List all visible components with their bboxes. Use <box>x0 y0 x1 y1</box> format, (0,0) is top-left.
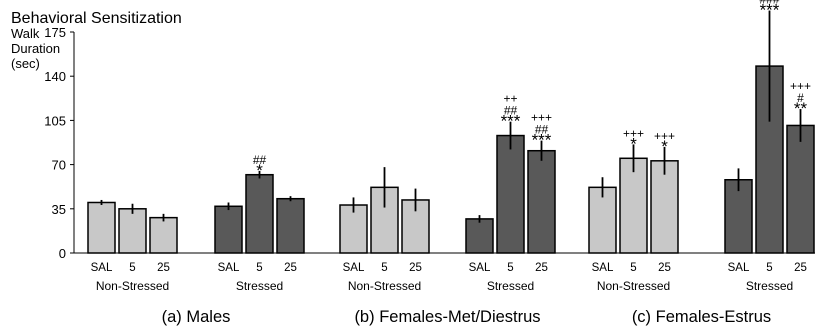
panel-label: (c) Females-Estrus <box>632 308 771 326</box>
significance-marker: *** <box>532 131 552 150</box>
significance-marker: +++ <box>790 79 811 93</box>
y-axis-label-line-1: Walk <box>11 26 40 41</box>
significance-marker: +++ <box>623 126 644 140</box>
group-label: Non-Stressed <box>348 279 421 293</box>
category-label: SAL <box>343 262 365 274</box>
significance-marker: ## <box>535 123 549 137</box>
bar <box>465 218 494 254</box>
category-label: 25 <box>284 262 297 274</box>
bar <box>245 173 274 254</box>
group-label: Non-Stressed <box>96 279 169 293</box>
y-tick-label: 35 <box>52 202 66 217</box>
y-tick-label: 0 <box>59 246 66 261</box>
y-axis-label-line-3: (sec) <box>11 56 40 71</box>
significance-marker: ### <box>759 0 779 7</box>
significance-marker: *** <box>760 1 780 20</box>
category-label: 5 <box>381 262 387 274</box>
y-axis-label-line-2: Duration <box>11 41 60 56</box>
chart-title: Behavioral Sensitization <box>11 10 182 27</box>
panel-label: (a) Males <box>162 308 231 326</box>
category-label: 5 <box>766 262 772 274</box>
bar <box>214 205 243 254</box>
bar <box>149 216 178 254</box>
category-label: 25 <box>157 262 170 274</box>
significance-marker: *** <box>501 112 521 131</box>
bar <box>276 197 305 254</box>
bar <box>650 160 679 254</box>
group-label: Stressed <box>487 279 534 293</box>
group-label: Stressed <box>236 279 283 293</box>
category-label: 25 <box>658 262 671 274</box>
significance-marker: +++ <box>654 129 675 143</box>
bar <box>527 149 556 254</box>
category-label: SAL <box>469 262 491 274</box>
group-label: Stressed <box>746 279 793 293</box>
category-label: SAL <box>218 262 240 274</box>
significance-marker: * <box>256 161 263 180</box>
significance-marker: ## <box>504 104 518 118</box>
significance-marker: ++ <box>503 92 517 106</box>
category-label: 5 <box>256 262 262 274</box>
category-label: 25 <box>409 262 422 274</box>
bar <box>588 186 617 254</box>
significance-marker: # <box>797 91 804 105</box>
bar <box>619 157 648 254</box>
bar <box>786 124 815 254</box>
significance-marker: +++ <box>531 111 552 125</box>
category-label: 5 <box>129 262 135 274</box>
bar <box>496 134 525 254</box>
y-tick-label: 70 <box>52 158 66 173</box>
category-label: SAL <box>91 262 113 274</box>
significance-marker: * <box>630 134 637 153</box>
significance-marker: ** <box>794 99 808 118</box>
bar <box>118 208 147 254</box>
category-label: SAL <box>592 262 614 274</box>
category-label: SAL <box>728 262 750 274</box>
category-label: 25 <box>535 262 548 274</box>
category-label: 25 <box>794 262 807 274</box>
significance-marker: ## <box>253 153 267 167</box>
bar <box>724 179 753 254</box>
y-tick-label: 140 <box>44 69 66 84</box>
bar <box>87 201 116 254</box>
y-tick-label: 105 <box>44 113 66 128</box>
significance-marker: * <box>661 137 668 156</box>
y-tick-label: 175 <box>44 25 66 40</box>
category-label: 5 <box>630 262 636 274</box>
category-label: 5 <box>507 262 513 274</box>
group-label: Non-Stressed <box>597 279 670 293</box>
panel-label: (b) Females-Met/Diestrus <box>354 308 540 326</box>
